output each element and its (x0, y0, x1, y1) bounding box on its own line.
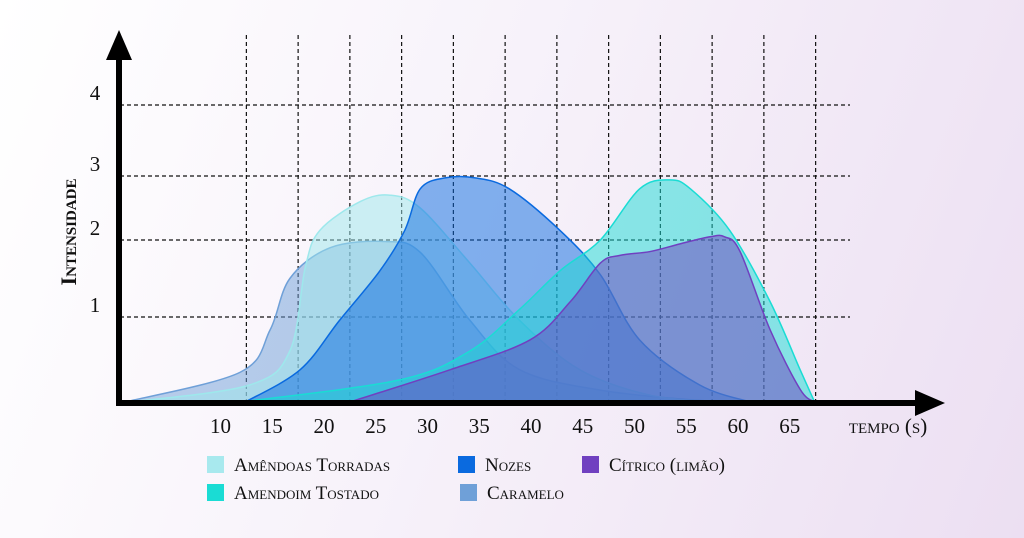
legend-swatch (458, 456, 475, 473)
legend-item: Caramelo (460, 483, 564, 504)
x-tick-label: 20 (314, 414, 335, 438)
legend-swatch (207, 456, 224, 473)
legend-label: Amendoim Tostado (234, 483, 379, 504)
x-axis-label: tempo (s) (849, 414, 927, 438)
legend-item: Amêndoas Torradas (207, 455, 390, 476)
legend-swatch (582, 456, 599, 473)
y-tick-label: 1 (90, 293, 101, 317)
x-tick-label: 65 (779, 414, 800, 438)
x-tick-label: 50 (624, 414, 645, 438)
y-axis-label: Intensidade (56, 179, 81, 286)
x-tick-label: 55 (676, 414, 697, 438)
x-tick-label: 45 (572, 414, 593, 438)
y-axis-arrow (106, 30, 132, 60)
legend-item: Cítrico (limão) (582, 455, 725, 476)
y-tick-label: 3 (90, 152, 101, 176)
legend-label: Caramelo (487, 483, 564, 504)
legend-label: Amêndoas Torradas (234, 455, 390, 476)
series-areas (125, 175, 817, 403)
legend-label: Cítrico (limão) (609, 455, 725, 476)
x-tick-label: 40 (521, 414, 542, 438)
legend-label: Nozes (485, 455, 531, 476)
x-tick-label: 10 (210, 414, 231, 438)
y-tick-label: 2 (90, 216, 101, 240)
y-tick-label: 4 (90, 81, 101, 105)
x-tick-label: 60 (728, 414, 749, 438)
x-tick-label: 30 (417, 414, 438, 438)
series-area-c-trico-lim-o- (349, 234, 817, 403)
axes (106, 30, 945, 416)
legend: Amêndoas Torradas Nozes Cítrico (limão) Ame… (207, 455, 725, 504)
x-tick-label: 25 (365, 414, 386, 438)
x-tick-label: 15 (262, 414, 283, 438)
legend-item: Nozes (458, 455, 531, 476)
x-tick-label: 35 (469, 414, 490, 438)
legend-swatch (460, 484, 477, 501)
tick-labels: 10 15 20 25 30 35 40 45 50 55 60 65 1 2 3 4 (90, 81, 801, 438)
legend-item: Amendoim Tostado (207, 483, 379, 504)
x-axis-arrow (915, 390, 945, 416)
legend-swatch (207, 484, 224, 501)
